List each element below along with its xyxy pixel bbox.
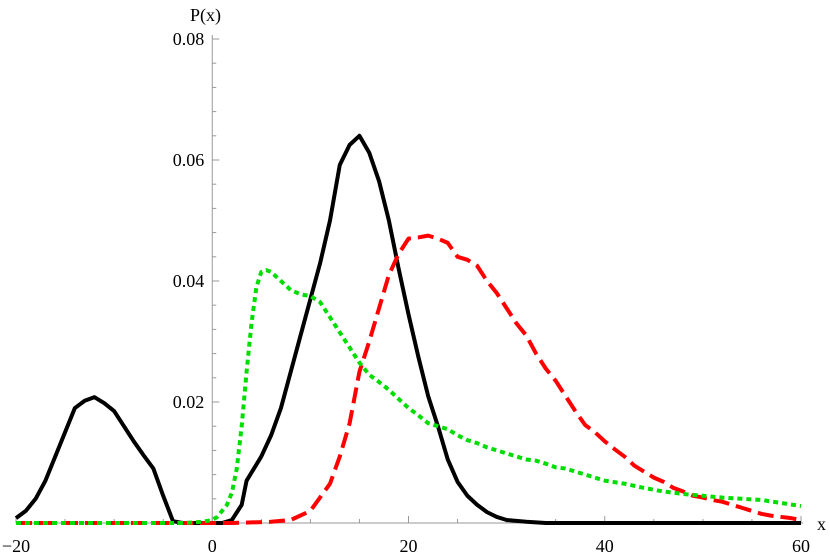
- x-axis-label: x: [817, 514, 826, 534]
- series-line-2: [16, 233, 802, 525]
- y-axis-label: P(x): [190, 5, 221, 26]
- tick-labels: −20 0 20 40 60 0.02 0.04 0.06 0.08: [2, 29, 810, 556]
- y-tick-label: 0.04: [173, 271, 205, 291]
- series-layer: [14, 133, 802, 525]
- y-tick-label: 0.06: [173, 150, 205, 170]
- ticks: [15, 38, 802, 523]
- x-tick-label: 60: [792, 536, 810, 556]
- series-line-1: [14, 133, 801, 525]
- x-tick-label: −20: [2, 536, 30, 556]
- x-tick-label: 40: [596, 536, 614, 556]
- y-tick-label: 0.08: [173, 29, 205, 49]
- axes: −20 0 20 40 60 0.02 0.04 0.06 0.08: [2, 29, 810, 556]
- y-tick-label: 0.02: [173, 392, 205, 412]
- x-tick-label: 0: [208, 536, 217, 556]
- x-tick-label: 20: [400, 536, 418, 556]
- series-line-3: [16, 268, 802, 525]
